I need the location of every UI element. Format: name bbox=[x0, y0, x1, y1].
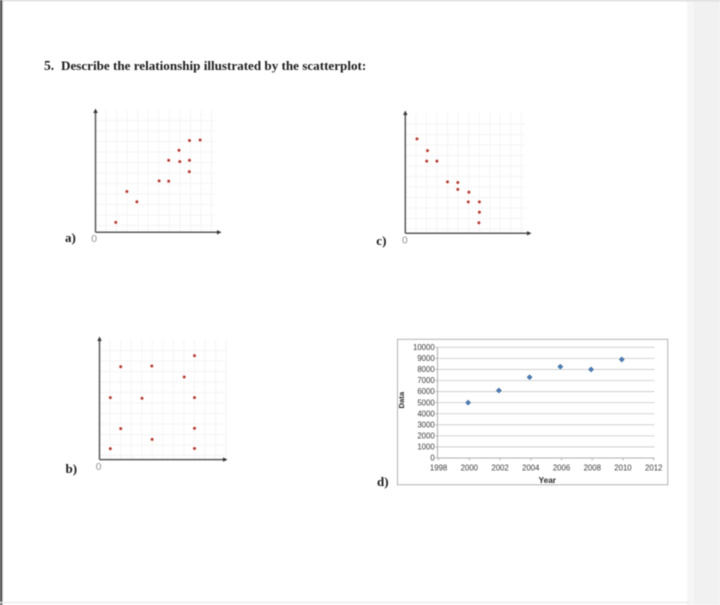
svg-text:9000: 9000 bbox=[417, 354, 435, 363]
svg-text:0: 0 bbox=[96, 462, 102, 473]
svg-text:6000: 6000 bbox=[417, 387, 435, 396]
svg-text:2004: 2004 bbox=[522, 464, 540, 473]
svg-text:2000: 2000 bbox=[461, 464, 479, 473]
svg-text:Year: Year bbox=[539, 476, 557, 485]
svg-text:Describe the relationship illu: Describe the relationship illustrated by… bbox=[61, 58, 366, 73]
svg-text:5000: 5000 bbox=[417, 398, 435, 407]
svg-text:7000: 7000 bbox=[417, 376, 435, 385]
svg-text:2010: 2010 bbox=[614, 464, 632, 473]
svg-text:2002: 2002 bbox=[491, 464, 508, 473]
svg-text:5.: 5. bbox=[44, 58, 54, 73]
svg-text:Data: Data bbox=[397, 391, 406, 408]
svg-text:4000: 4000 bbox=[417, 409, 435, 418]
svg-text:2000: 2000 bbox=[417, 431, 435, 440]
svg-text:d): d) bbox=[377, 474, 389, 489]
svg-text:1000: 1000 bbox=[417, 443, 435, 452]
svg-text:2012: 2012 bbox=[645, 464, 662, 473]
svg-text:2008: 2008 bbox=[584, 464, 601, 473]
svg-text:0: 0 bbox=[430, 454, 435, 463]
svg-text:3000: 3000 bbox=[417, 420, 435, 429]
svg-text:10000: 10000 bbox=[413, 343, 435, 352]
svg-text:b): b) bbox=[66, 461, 78, 476]
svg-text:8000: 8000 bbox=[417, 365, 435, 374]
svg-text:0: 0 bbox=[91, 234, 97, 245]
svg-text:0: 0 bbox=[402, 236, 408, 247]
svg-text:2006: 2006 bbox=[553, 464, 570, 473]
svg-text:1998: 1998 bbox=[430, 464, 447, 473]
svg-text:c): c) bbox=[376, 233, 386, 248]
svg-text:a): a) bbox=[65, 230, 76, 245]
